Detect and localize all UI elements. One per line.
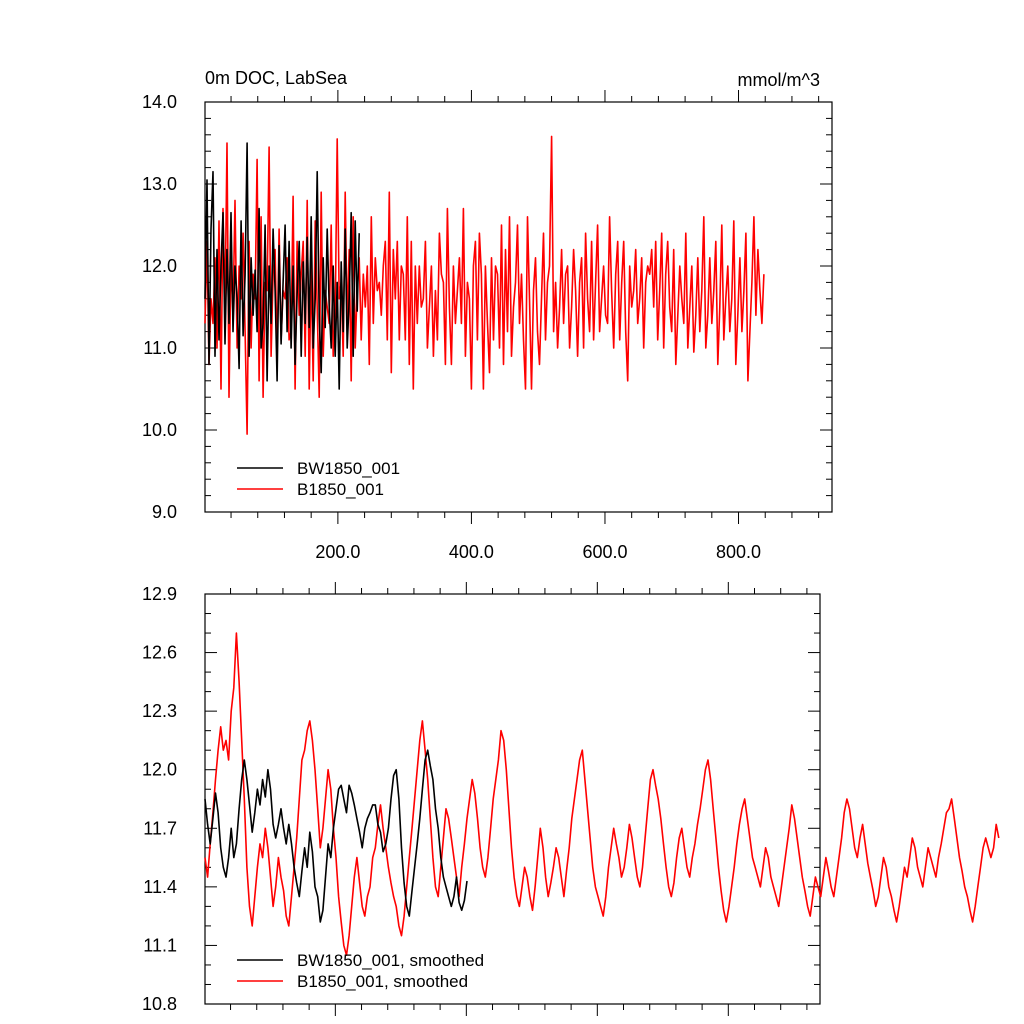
chart-title: 0m DOC, LabSea bbox=[205, 68, 348, 88]
y-tick-label: 12.0 bbox=[142, 256, 177, 276]
x-tick-label: 400.0 bbox=[449, 542, 494, 562]
y-tick-label: 10.8 bbox=[142, 994, 177, 1014]
y-tick-label: 14.0 bbox=[142, 92, 177, 112]
y-tick-label: 12.9 bbox=[142, 584, 177, 604]
series-line-red bbox=[204, 632, 1000, 957]
series-line-black bbox=[204, 142, 360, 390]
y-tick-label: 11.1 bbox=[143, 935, 177, 955]
x-tick-label: 800.0 bbox=[716, 542, 761, 562]
legend-label: B1850_001 bbox=[297, 480, 384, 499]
y-tick-label: 12.6 bbox=[142, 643, 177, 663]
y-tick-label: 11.7 bbox=[143, 818, 177, 838]
y-tick-label: 12.0 bbox=[142, 760, 177, 780]
x-tick-label: 200.0 bbox=[315, 542, 360, 562]
y-tick-label: 10.0 bbox=[142, 420, 177, 440]
y-tick-label: 11.4 bbox=[143, 877, 177, 897]
legend-label: BW1850_001 bbox=[297, 459, 400, 478]
y-tick-label: 11.0 bbox=[143, 338, 177, 358]
plot-frame bbox=[204, 593, 821, 1005]
legend-label: BW1850_001, smoothed bbox=[297, 951, 484, 970]
y-tick-label: 9.0 bbox=[152, 502, 177, 522]
units-label: mmol/m^3 bbox=[738, 70, 820, 90]
top-panel: 9.0 10.0 11.0 12.0 13.0 14.0 200.0 400.0 600.0 80… bbox=[142, 90, 833, 562]
legend-label: B1850_001, smoothed bbox=[297, 972, 468, 991]
bottom-panel: 10.8 11.1 11.4 11.7 12.0 12.3 12.6 12.9 BW1850_0… bbox=[142, 582, 1000, 1016]
y-tick-label: 13.0 bbox=[142, 174, 177, 194]
series-line-black bbox=[204, 749, 468, 923]
x-tick-label: 600.0 bbox=[582, 542, 627, 562]
y-tick-label: 12.3 bbox=[142, 701, 177, 721]
